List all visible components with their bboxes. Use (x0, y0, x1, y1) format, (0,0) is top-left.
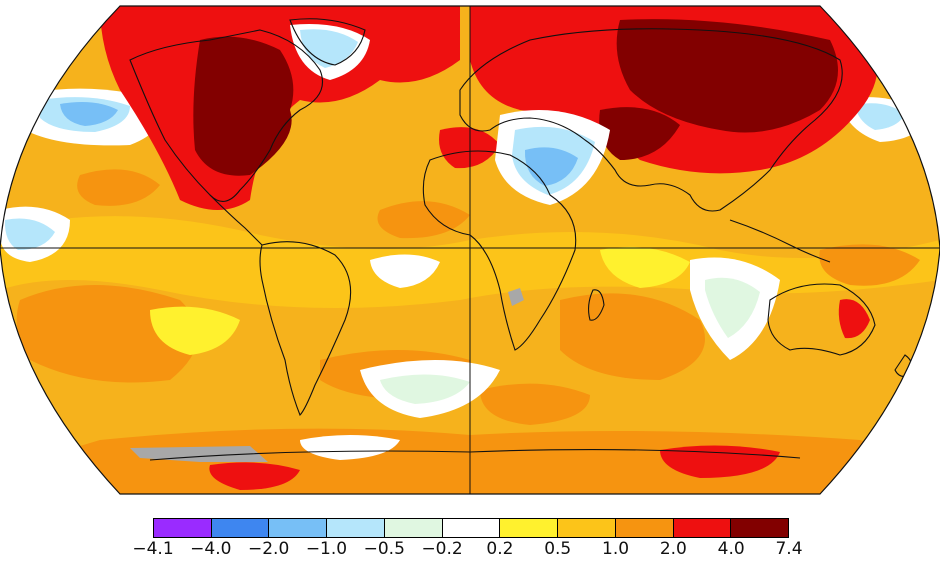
colorbar-bin (731, 519, 789, 537)
colorbar-bin (211, 519, 270, 537)
anomaly-region (193, 36, 294, 176)
colorbar-tick-label: 0.2 (486, 539, 514, 559)
anomaly-region (300, 435, 400, 460)
anomaly-region (855, 103, 905, 130)
colorbar-tick-label: −1.0 (305, 539, 348, 559)
anomaly-region (616, 19, 838, 133)
colorbar-tick-label: −0.2 (421, 539, 463, 559)
colorbar-tick-label: −4.1 (132, 539, 174, 559)
anomaly-region (77, 169, 160, 206)
coastline-southeast-asia (729, 219, 831, 263)
anomaly-region (705, 277, 760, 338)
colorbar-bin (384, 519, 443, 537)
globe-border (0, 5, 940, 495)
anomaly-region (600, 246, 690, 288)
coastline-eurasia (459, 28, 843, 212)
colorbar-tick-label: 0.5 (544, 539, 572, 559)
anomaly-region (150, 306, 240, 355)
anomaly-region (300, 29, 358, 68)
colorbar-bin (500, 519, 559, 537)
colorbar-bin (673, 519, 732, 537)
colorbar (153, 518, 789, 538)
anomaly-region (60, 102, 118, 126)
coastlines (129, 18, 914, 461)
anomaly-region (370, 254, 440, 288)
anomaly-region (377, 201, 470, 239)
anomaly-region (838, 299, 870, 339)
colorbar-bin (615, 519, 674, 537)
no-data-region (130, 446, 268, 462)
colorbar-bin (154, 519, 212, 537)
coastline-australia (767, 283, 876, 356)
coastline-greenland (289, 18, 366, 66)
colorbar-bin (442, 519, 501, 537)
anomaly-region (560, 293, 705, 380)
coastline-south-america (259, 241, 352, 416)
colorbar-tick-label: 4.0 (717, 539, 745, 559)
coastline-madagascar (587, 289, 605, 321)
coastline-central-america (209, 194, 263, 246)
colorbar-bin (558, 519, 616, 537)
anomaly-region (660, 445, 780, 478)
temperature-anomaly-map (0, 5, 940, 495)
anomaly-region (819, 244, 920, 286)
colorbar-tick-label: 7.4 (775, 539, 803, 559)
anomaly-region (16, 285, 198, 383)
anomaly-region (209, 462, 300, 490)
colorbar-bin (327, 519, 385, 537)
anomaly-region (380, 374, 470, 404)
anomaly-region (480, 383, 590, 425)
coastline-africa (422, 150, 577, 351)
colorbar-tick-label: −0.5 (363, 539, 405, 559)
colorbar-tick-label: 2.0 (659, 539, 687, 559)
colorbar-tick-label: −4.0 (190, 539, 232, 559)
colorbar-tick-label: 1.0 (602, 539, 630, 559)
anomaly-region (599, 107, 680, 160)
coastline-north-america (129, 29, 324, 202)
colorbar-tick-label: −2.0 (247, 539, 290, 559)
no-data-region (508, 288, 524, 306)
colorbar-tick-labels: −4.1 −4.0 −2.0 −1.0 −0.5 −0.2 0.2 0.5 1.0 2.0 4.0 7… (132, 539, 802, 563)
anomaly-region (4, 218, 55, 250)
colorbar-bin (269, 519, 328, 537)
